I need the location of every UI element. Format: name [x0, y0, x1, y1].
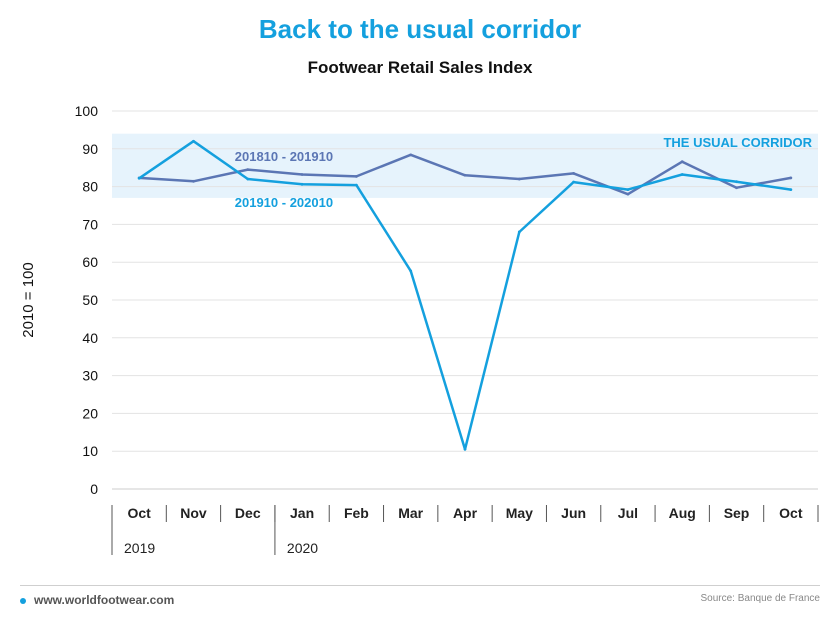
line-chart: 0 10 20 30 40 50 60 70 80 90 100 Oct Nov Dec Jan Feb Ma…	[20, 103, 819, 556]
y-tick-label: 20	[82, 405, 98, 421]
x-tick-label: Nov	[180, 505, 207, 521]
data-point	[789, 188, 793, 192]
data-point	[680, 173, 684, 176]
data-point	[735, 186, 738, 190]
x-tick-label: Sep	[724, 505, 750, 521]
x-tick-label: Jul	[618, 505, 638, 521]
data-point	[300, 173, 304, 176]
series-label-prior: 201810 - 201910	[235, 149, 333, 164]
series-label-recent: 201910 - 202010	[235, 195, 333, 210]
source-note: Source: Banque de France	[700, 593, 820, 604]
data-point	[354, 183, 358, 187]
data-point	[517, 230, 521, 234]
bullet-icon	[20, 598, 26, 604]
data-point	[735, 180, 738, 184]
corridor-label: THE USUAL CORRIDOR	[663, 135, 812, 150]
data-point	[463, 173, 467, 177]
y-tick-label: 90	[82, 141, 98, 157]
x-tick-label: Mar	[398, 505, 423, 521]
data-point	[789, 176, 793, 180]
data-point	[626, 188, 630, 192]
y-tick-label: 10	[82, 443, 98, 459]
data-point	[192, 179, 195, 183]
data-point	[137, 176, 141, 180]
x-tick-label: Oct	[127, 505, 151, 521]
y-tick-label: 100	[75, 103, 99, 119]
chart-title: Footwear Retail Sales Index	[307, 58, 533, 77]
data-point	[409, 153, 413, 157]
x-tick-label: Feb	[344, 505, 369, 521]
year-label: 2020	[287, 540, 318, 556]
data-point	[246, 177, 250, 181]
data-point	[354, 174, 358, 178]
data-point	[572, 180, 576, 184]
y-tick-label: 70	[82, 216, 98, 232]
x-tick-label: Dec	[235, 505, 261, 521]
data-point	[463, 447, 467, 451]
y-tick-label: 60	[82, 254, 98, 270]
data-point	[246, 168, 250, 171]
y-tick-label: 30	[82, 368, 98, 384]
y-tick-label: 50	[82, 292, 98, 308]
year-label: 2019	[124, 540, 155, 556]
data-point	[192, 139, 195, 143]
y-tick-label: 80	[82, 179, 98, 195]
y-axis-label: 2010 = 100	[20, 262, 37, 338]
data-point	[572, 171, 576, 175]
footer-site: www.worldfootwear.com	[34, 593, 175, 607]
x-tick-label: Apr	[453, 505, 478, 521]
x-tick-label: Oct	[779, 505, 803, 521]
data-point	[680, 160, 684, 164]
x-tick-label: May	[506, 505, 533, 521]
footer-divider	[20, 585, 820, 586]
chart-headline: Back to the usual corridor	[258, 14, 582, 44]
y-tick-label: 40	[82, 330, 98, 346]
data-point	[517, 177, 521, 181]
y-tick-label: 0	[90, 481, 98, 497]
x-tick-label: Jun	[561, 505, 586, 521]
data-point	[409, 269, 413, 273]
x-tick-label: Jan	[290, 505, 314, 521]
x-tick-label: Aug	[669, 505, 696, 521]
data-point	[626, 192, 630, 196]
data-point	[300, 182, 304, 186]
